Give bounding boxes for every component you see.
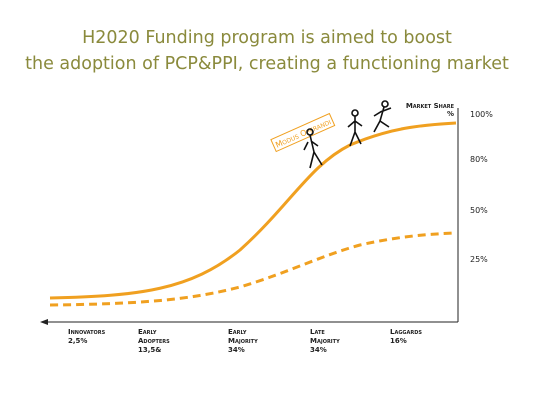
axis-label: 80% (470, 155, 488, 164)
segment: Early Majority 34% (228, 328, 264, 355)
segment-share: 13,5& (138, 346, 162, 354)
segment-name: Innovators (68, 328, 106, 336)
axis-arrow (40, 319, 48, 325)
segment-share: 34% (310, 346, 327, 354)
segment-name: Early Majority (228, 328, 258, 345)
axis-title: Market Share % (405, 102, 454, 118)
segment: Laggards 16% (390, 328, 434, 346)
adoption-curve (49, 121, 457, 300)
title-line: the adoption of PCP&PPI, creating a func… (25, 54, 509, 74)
segment: Innovators 2,5% (68, 328, 112, 346)
title-line: H2020 Funding program is aimed to boost (82, 28, 452, 48)
current-curve (49, 231, 457, 307)
stick-figures (303, 100, 392, 169)
segment-share: 16% (390, 337, 407, 345)
segment-name: Early Adopters (138, 328, 170, 345)
segment-name: Laggards (390, 328, 423, 336)
segment-share: 34% (228, 346, 245, 354)
axis-label: 100% (470, 110, 493, 119)
segment: Early Adopters 13,5& (138, 328, 174, 355)
segment-share: 2,5% (68, 337, 88, 345)
segment-name: Late Majority (310, 328, 340, 345)
badge-text: Modus Operandi (274, 117, 332, 150)
axis-label: 25% (470, 255, 488, 264)
badge: Modus Operandi (270, 112, 336, 153)
segment: Late Majority 34% (310, 328, 346, 355)
axis-label: 50% (470, 206, 488, 215)
